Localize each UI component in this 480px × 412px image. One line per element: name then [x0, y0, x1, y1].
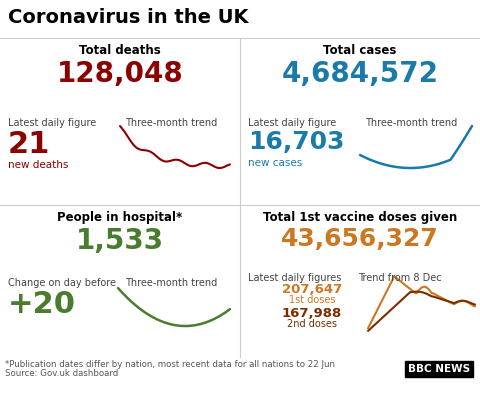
Text: 2nd doses: 2nd doses	[287, 319, 337, 329]
Text: 1st doses: 1st doses	[289, 295, 335, 305]
Text: People in hospital*: People in hospital*	[58, 211, 182, 224]
Text: *Publication dates differ by nation, most recent data for all nations to 22 Jun: *Publication dates differ by nation, mos…	[5, 360, 335, 369]
Text: 4,684,572: 4,684,572	[281, 60, 439, 88]
Text: 43,656,327: 43,656,327	[281, 227, 439, 251]
Text: Total 1st vaccine doses given: Total 1st vaccine doses given	[263, 211, 457, 224]
Text: 1,533: 1,533	[76, 227, 164, 255]
Text: new deaths: new deaths	[8, 160, 68, 170]
Text: 167,988: 167,988	[282, 307, 342, 320]
Text: Change on day before: Change on day before	[8, 278, 116, 288]
Text: new cases: new cases	[248, 158, 302, 168]
Text: Latest daily figure: Latest daily figure	[8, 118, 96, 128]
Text: +20: +20	[8, 290, 76, 319]
Text: 16,703: 16,703	[248, 130, 345, 154]
Text: Coronavirus in the UK: Coronavirus in the UK	[8, 8, 249, 27]
Text: Three-month trend: Three-month trend	[125, 278, 217, 288]
Text: BBC NEWS: BBC NEWS	[408, 364, 470, 374]
Text: 21: 21	[8, 130, 50, 159]
Text: Trend from 8 Dec: Trend from 8 Dec	[358, 273, 442, 283]
Text: 128,048: 128,048	[57, 60, 183, 88]
Text: Total cases: Total cases	[324, 44, 396, 57]
Text: Three-month trend: Three-month trend	[125, 118, 217, 128]
Text: Source: Gov.uk dashboard: Source: Gov.uk dashboard	[5, 369, 118, 378]
Text: Three-month trend: Three-month trend	[365, 118, 457, 128]
Text: 207,647: 207,647	[282, 283, 342, 296]
Text: Latest daily figures: Latest daily figures	[248, 273, 341, 283]
Text: Total deaths: Total deaths	[79, 44, 161, 57]
Text: Latest daily figure: Latest daily figure	[248, 118, 336, 128]
